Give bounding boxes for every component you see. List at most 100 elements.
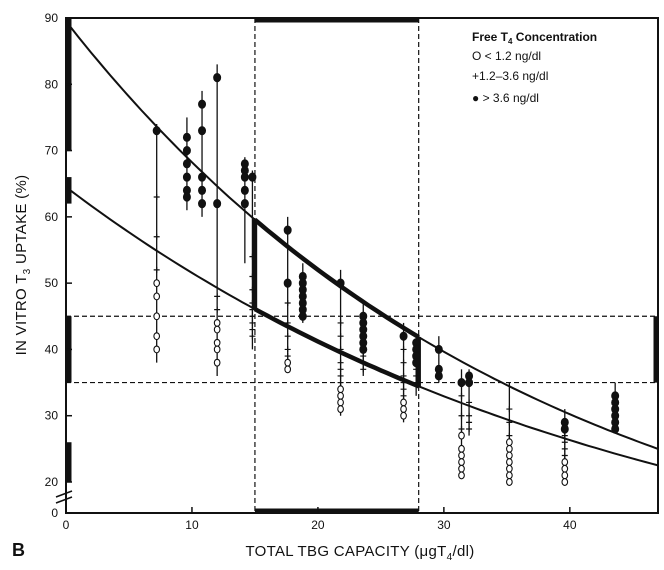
point-open — [458, 431, 465, 440]
point-plus — [337, 379, 344, 386]
y-axis-break — [55, 490, 73, 504]
point-plus — [249, 306, 256, 313]
point-filled — [182, 159, 191, 169]
point-plus — [466, 425, 473, 432]
point-plus — [413, 379, 420, 386]
point-open — [213, 358, 221, 367]
y-tick-label: 50 — [45, 276, 59, 290]
point-open — [337, 405, 344, 414]
point-plus — [249, 313, 256, 320]
point-plus — [400, 359, 407, 366]
point-open — [458, 458, 465, 467]
point-plus — [249, 319, 256, 326]
point-open — [506, 444, 513, 453]
point-open — [506, 471, 513, 480]
point-plus — [360, 366, 367, 373]
point-open — [506, 458, 513, 467]
point-open — [506, 438, 513, 447]
legend-entry-high: ● > 3.6 ng/dl — [472, 91, 539, 105]
point-open — [561, 458, 569, 467]
point-open — [153, 292, 161, 301]
point-plus — [561, 452, 568, 459]
point-filled — [298, 311, 307, 321]
y-tick-label: 80 — [45, 77, 59, 91]
point-open — [213, 338, 221, 347]
point-filled — [198, 126, 207, 136]
point-plus — [153, 233, 160, 240]
point-filled — [240, 172, 249, 182]
point-plus — [458, 425, 465, 432]
x-axis-title: TOTAL TBG CAPACITY (μgT4/dl) — [245, 543, 474, 563]
legend: Free T4 Concentration O < 1.2 ng/dl +1.2… — [472, 30, 597, 105]
point-open — [213, 325, 221, 334]
point-plus — [214, 293, 221, 300]
point-open — [506, 478, 513, 486]
point-open — [458, 471, 465, 480]
point-filled — [213, 199, 222, 209]
point-open — [337, 391, 344, 400]
point-filled — [283, 278, 292, 288]
point-plus — [249, 286, 256, 293]
x-tick-label: 20 — [311, 518, 325, 532]
y-tick-label: 40 — [45, 342, 59, 356]
point-plus — [249, 300, 256, 307]
y-axis-title: IN VITRO T3 UPTAKE (%) — [13, 175, 33, 356]
point-open — [400, 398, 407, 407]
fit-curve-upper-normal-segment — [253, 217, 420, 340]
point-plus — [214, 306, 221, 313]
point-filled — [465, 377, 474, 388]
point-open — [213, 318, 221, 327]
point-plus — [413, 366, 420, 373]
point-filled — [198, 199, 207, 209]
point-plus — [337, 333, 344, 340]
point-open — [561, 471, 569, 480]
point-plus — [284, 319, 291, 326]
point-open — [153, 345, 161, 354]
x-tick-label: 0 — [63, 518, 70, 532]
point-plus — [249, 273, 256, 280]
point-filled — [182, 192, 191, 202]
point-filled — [152, 126, 161, 136]
point-plus — [360, 353, 367, 360]
point-filled — [198, 172, 207, 182]
point-plus — [337, 359, 344, 366]
point-plus — [400, 386, 407, 393]
point-plus — [458, 412, 465, 419]
point-open — [506, 451, 513, 460]
axis-ticks: 0 10 20 30 40 0 20 30 40 50 60 70 80 90 — [45, 11, 577, 532]
point-filled — [412, 358, 421, 368]
x-tick-label: 40 — [563, 518, 577, 532]
point-plus — [153, 193, 160, 200]
point-plus — [466, 419, 473, 426]
point-filled — [240, 199, 249, 209]
point-open — [458, 451, 465, 460]
point-plus — [284, 353, 291, 360]
point-plus — [466, 399, 473, 406]
point-plus — [400, 372, 407, 379]
point-filled — [434, 344, 443, 355]
point-plus — [337, 319, 344, 326]
point-plus — [337, 346, 344, 353]
point-filled — [182, 132, 191, 142]
y-tick-label: 30 — [45, 409, 59, 423]
point-filled — [336, 278, 345, 288]
point-plus — [153, 266, 160, 273]
panel-label: B — [12, 540, 25, 560]
point-plus — [284, 346, 291, 353]
point-filled — [248, 172, 257, 182]
point-filled — [399, 331, 408, 341]
point-plus — [561, 432, 568, 439]
point-plus — [249, 333, 256, 340]
point-plus — [506, 419, 513, 426]
point-plus — [400, 346, 407, 353]
legend-title: Free T4 Concentration — [472, 30, 597, 46]
legend-entry-mid: +1.2–3.6 ng/dl — [472, 69, 548, 83]
point-filled — [434, 371, 443, 381]
point-filled — [213, 73, 222, 83]
point-filled — [560, 424, 569, 434]
legend-entry-low: O < 1.2 ng/dl — [472, 49, 541, 63]
point-plus — [400, 392, 407, 399]
y-tick-label: 70 — [45, 144, 59, 158]
point-filled — [359, 344, 368, 355]
point-plus — [249, 326, 256, 333]
